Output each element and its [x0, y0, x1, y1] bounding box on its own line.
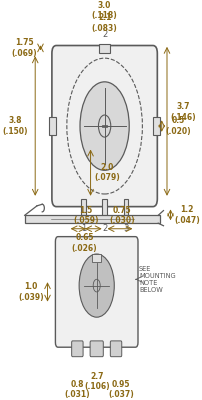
Text: 1: 1: [81, 224, 86, 233]
Text: 2: 2: [102, 224, 108, 233]
Text: 2: 2: [101, 30, 107, 39]
Circle shape: [80, 82, 129, 170]
Circle shape: [79, 254, 114, 317]
Text: 0.65
(.026): 0.65 (.026): [71, 234, 97, 253]
Text: 3.8
(.150): 3.8 (.150): [3, 116, 28, 136]
Text: SEE
MOUNTING
NOTE
BELOW: SEE MOUNTING NOTE BELOW: [138, 266, 175, 293]
Text: 0.5
(.020): 0.5 (.020): [164, 116, 190, 136]
Bar: [81, 199, 85, 216]
Bar: [49, 117, 56, 135]
Text: 3.0
(.118): 3.0 (.118): [91, 1, 117, 20]
Text: 1.5
(.059): 1.5 (.059): [73, 206, 98, 225]
Bar: [24, 215, 159, 223]
Bar: [102, 199, 106, 216]
Text: 0.75
(.030): 0.75 (.030): [108, 206, 134, 225]
FancyBboxPatch shape: [110, 341, 121, 357]
Bar: [123, 199, 127, 216]
Bar: [99, 44, 109, 54]
Bar: [92, 254, 101, 262]
Text: 0.95
(.037): 0.95 (.037): [108, 380, 134, 399]
Text: 1.2
(.047): 1.2 (.047): [173, 205, 199, 224]
Text: 3: 3: [122, 224, 128, 233]
FancyBboxPatch shape: [55, 237, 137, 347]
FancyBboxPatch shape: [52, 46, 157, 207]
Text: 2.1
(.083): 2.1 (.083): [91, 14, 117, 33]
Text: 1.0
(.039): 1.0 (.039): [18, 282, 44, 302]
FancyBboxPatch shape: [90, 341, 103, 357]
Text: 1.75
(.069): 1.75 (.069): [11, 38, 37, 58]
Text: 3.7
(.146): 3.7 (.146): [170, 102, 195, 122]
Text: 0.8
(.031): 0.8 (.031): [64, 380, 90, 399]
FancyBboxPatch shape: [71, 341, 83, 357]
Bar: [102, 125, 106, 127]
Text: 2.7
(.106): 2.7 (.106): [83, 372, 109, 391]
Text: 2.0
(.079): 2.0 (.079): [94, 163, 119, 182]
Bar: [152, 117, 159, 135]
